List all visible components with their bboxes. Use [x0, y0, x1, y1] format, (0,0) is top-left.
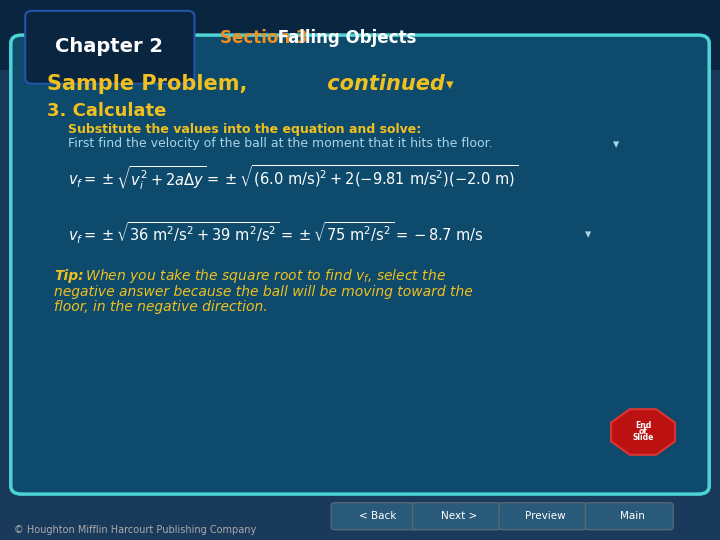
Text: When you take the square root to find $v_f$, select the: When you take the square root to find $v…	[81, 267, 446, 286]
Text: Preview: Preview	[526, 511, 566, 521]
Text: 3. Calculate: 3. Calculate	[47, 102, 166, 120]
Text: ▾: ▾	[613, 138, 620, 151]
Text: ▾: ▾	[585, 228, 592, 241]
Text: Next >: Next >	[441, 511, 477, 521]
Text: Chapter 2: Chapter 2	[55, 37, 163, 57]
Text: Sample Problem,: Sample Problem,	[47, 73, 247, 94]
Text: negative answer because the ball will be moving toward the: negative answer because the ball will be…	[54, 285, 473, 299]
Text: of: of	[639, 427, 647, 436]
FancyBboxPatch shape	[585, 503, 673, 530]
FancyBboxPatch shape	[0, 0, 720, 70]
Polygon shape	[611, 409, 675, 455]
Text: Section 3: Section 3	[220, 29, 307, 47]
FancyBboxPatch shape	[331, 503, 419, 530]
FancyBboxPatch shape	[11, 35, 709, 494]
Text: floor, in the negative direction.: floor, in the negative direction.	[54, 300, 268, 314]
Text: Main: Main	[620, 511, 644, 521]
Text: $v_f = \pm\sqrt{36\ \mathrm{m}^2/\mathrm{s}^2 + 39\ \mathrm{m}^2/\mathrm{s}^2} =: $v_f = \pm\sqrt{36\ \mathrm{m}^2/\mathrm…	[68, 220, 484, 246]
Text: Tip:: Tip:	[54, 269, 84, 284]
FancyBboxPatch shape	[499, 503, 587, 530]
Text: ▾: ▾	[446, 77, 454, 92]
Text: < Back: < Back	[359, 511, 397, 521]
Text: © Houghton Mifflin Harcourt Publishing Company: © Houghton Mifflin Harcourt Publishing C…	[14, 525, 256, 535]
FancyBboxPatch shape	[25, 11, 194, 84]
Text: First find the velocity of the ball at the moment that it hits the floor.: First find the velocity of the ball at t…	[68, 137, 493, 150]
Text: continued: continued	[320, 73, 445, 94]
Text: Substitute the values into the equation and solve:: Substitute the values into the equation …	[68, 123, 422, 136]
FancyBboxPatch shape	[413, 503, 500, 530]
Text: $v_f = \pm\sqrt{v_i^{2} + 2a\Delta y} = \pm\sqrt{(6.0\ \mathrm{m/s})^2 + 2(-9.81: $v_f = \pm\sqrt{v_i^{2} + 2a\Delta y} = …	[68, 163, 519, 192]
Text: Falling Objects: Falling Objects	[272, 29, 417, 47]
Text: End: End	[635, 421, 651, 430]
Text: Slide: Slide	[632, 434, 654, 442]
